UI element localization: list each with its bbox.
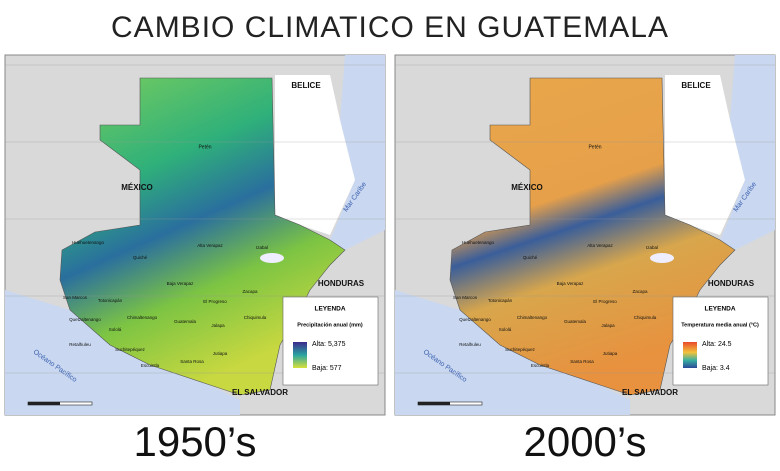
caption: 1950’s: [133, 418, 256, 465]
department-label: Santa Rosa: [570, 359, 594, 364]
department-label: Guatemala: [564, 319, 587, 324]
lake-izabal: [260, 253, 284, 263]
department-label: Suchitepéquez: [115, 347, 146, 352]
department-label: Izabal: [256, 245, 268, 250]
belize: [275, 75, 355, 235]
legend-box: [672, 296, 769, 386]
belize: [665, 75, 745, 235]
place-label: EL SALVADOR: [232, 388, 288, 397]
legend-subtitle: Precipitación anual (mm): [297, 322, 363, 328]
department-label: Alta Verapaz: [587, 243, 613, 248]
department-label: Suchitepéquez: [505, 347, 536, 352]
department-label: Chimaltenango: [517, 315, 548, 320]
department-label: Zacapa: [632, 289, 648, 294]
department-label: Santa Rosa: [180, 359, 204, 364]
pacific-ocean: [395, 290, 630, 415]
department-label: El Progreso: [203, 299, 227, 304]
pacific-ocean: [5, 290, 240, 415]
legend-ramp: [293, 342, 307, 368]
department-label: Jutiapa: [213, 351, 228, 356]
place-label: Petén: [588, 144, 601, 150]
legend-title: LEYENDA: [314, 306, 345, 313]
department-label: Guatemala: [174, 319, 197, 324]
legend-low: Baja: 577: [312, 365, 342, 372]
legend-ramp: [683, 342, 697, 368]
legend-box: [282, 296, 379, 386]
legend-high: Alta: 24.5: [702, 341, 732, 348]
place-label: BELICE: [681, 81, 711, 90]
department-label: Escuintla: [141, 363, 160, 368]
department-label: Sololá: [499, 327, 512, 332]
caribbean-sea: [720, 55, 775, 250]
department-label: El Progreso: [593, 299, 617, 304]
caribbean-sea: [330, 55, 385, 250]
department-label: Quiché: [523, 255, 538, 260]
department-label: Sololá: [109, 327, 122, 332]
guatemala: [59, 77, 346, 396]
department-label: Jutiapa: [603, 351, 618, 356]
department-label: Retalhuleu: [459, 342, 481, 347]
department-label: Jalapa: [211, 323, 225, 328]
department-label: Huehuetenango: [72, 240, 105, 245]
department-label: Escuintla: [531, 363, 550, 368]
department-label: Quetzaltenango: [459, 317, 491, 322]
title: CAMBIO CLIMATICO EN GUATEMALA: [111, 11, 669, 44]
place-label: Petén: [198, 144, 211, 150]
department-label: Quiché: [133, 255, 148, 260]
department-label: Quetzaltenango: [69, 317, 101, 322]
department-label: Retalhuleu: [69, 342, 91, 347]
place-label: MÉXICO: [121, 183, 153, 192]
department-label: Izabal: [646, 245, 658, 250]
department-label: Totonicapán: [98, 298, 123, 303]
department-label: Zacapa: [242, 289, 258, 294]
legend-subtitle: Temperatura media anual (°C): [681, 322, 759, 328]
caption: 2000’s: [523, 418, 646, 465]
place-label: EL SALVADOR: [622, 388, 678, 397]
department-label: Chimaltenango: [127, 315, 158, 320]
department-label: Huehuetenango: [462, 240, 495, 245]
department-label: San Marcos: [453, 295, 478, 300]
legend-low: Baja: 3.4: [702, 365, 730, 372]
legend-title: LEYENDA: [704, 306, 735, 313]
place-label: HONDURAS: [708, 279, 755, 288]
department-label: Baja Verapaz: [557, 281, 585, 286]
place-label: BELICE: [291, 81, 321, 90]
department-label: Chiquimula: [634, 315, 657, 320]
department-label: Baja Verapaz: [167, 281, 195, 286]
lake-izabal: [650, 253, 674, 263]
legend-high: Alta: 5,375: [312, 341, 346, 348]
place-label: MÉXICO: [511, 183, 543, 192]
scale-bar-fill: [28, 402, 60, 405]
department-label: Alta Verapaz: [197, 243, 223, 248]
place-label: HONDURAS: [318, 279, 365, 288]
department-label: Totonicapán: [488, 298, 513, 303]
department-label: Jalapa: [601, 323, 615, 328]
department-label: Chiquimula: [244, 315, 267, 320]
guatemala: [449, 77, 736, 396]
scale-bar-fill: [418, 402, 450, 405]
department-label: San Marcos: [63, 295, 88, 300]
